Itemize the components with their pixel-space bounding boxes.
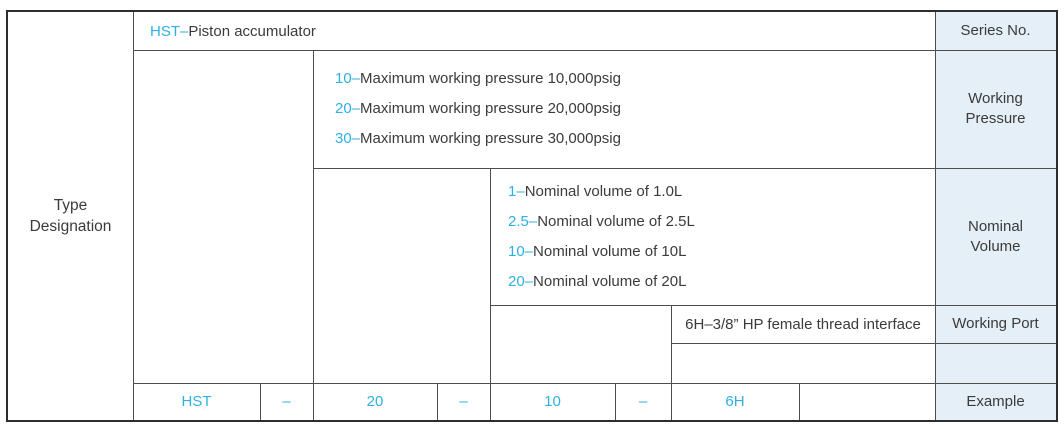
volume-code: 1– <box>508 182 525 200</box>
grid-line <box>799 383 800 420</box>
working-port-option: 6H–3/8” HP female thread interface <box>685 315 921 333</box>
volume-option: 10–Nominal volume of 10L <box>508 237 935 267</box>
grid-line <box>133 50 1056 51</box>
volume-desc: Nominal volume of 20L <box>533 272 687 290</box>
volume-desc: Nominal volume of 2.5L <box>537 212 695 230</box>
example-cell-series: HST <box>181 393 212 410</box>
example-cell-empty <box>799 383 935 420</box>
volume-desc: Nominal volume of 1.0L <box>524 182 683 200</box>
working-pressure-options: 10–Maximum working pressure 10,000psig 2… <box>313 50 935 168</box>
col-header-working-pressure: Working Pressure <box>965 90 1026 127</box>
series-description-cell: HST– Piston accumulator <box>134 12 934 50</box>
grid-line <box>490 305 1056 306</box>
pressure-desc: Maximum working pressure 30,000psig <box>360 130 621 147</box>
grid-line <box>133 383 1056 384</box>
type-designation-line1: Type <box>53 197 88 214</box>
series-desc: Piston accumulator <box>188 22 316 40</box>
example-cell-dash: – <box>459 393 468 410</box>
grid-line <box>133 12 134 420</box>
col-header-series-no: Series No. <box>960 22 1031 39</box>
volume-option: 2.5–Nominal volume of 2.5L <box>508 207 935 237</box>
type-designation-table: Type Designation HST– Piston accumulator … <box>6 10 1058 422</box>
grid-line <box>490 168 491 420</box>
grid-line <box>935 12 936 420</box>
volume-desc: Nominal volume of 10L <box>533 242 687 260</box>
pressure-code: 30– <box>335 130 361 147</box>
volume-option: 1–Nominal volume of 1.0L <box>508 177 935 207</box>
series-code: HST– <box>150 22 189 40</box>
col-header-spacer <box>935 343 1056 383</box>
volume-code: 20– <box>508 272 534 290</box>
pressure-desc: Maximum working pressure 20,000psig <box>360 100 621 117</box>
pressure-code: 20– <box>335 100 361 117</box>
pressure-option: 30–Maximum working pressure 30,000psig <box>335 124 935 154</box>
volume-code: 2.5– <box>508 212 538 230</box>
pressure-code: 10– <box>335 70 361 87</box>
example-cell-dash: – <box>282 393 291 410</box>
example-cell-pressure: 20 <box>366 393 384 410</box>
header-column-background <box>935 12 1056 420</box>
col-header-working-port: Working Port <box>952 315 1039 332</box>
grid-line <box>671 343 1056 344</box>
volume-code: 10– <box>508 242 534 260</box>
grid-line <box>260 383 261 420</box>
example-cell-volume: 10 <box>544 393 561 410</box>
pressure-desc: Maximum working pressure 10,000psig <box>360 70 621 87</box>
example-cell-port: 6H <box>725 393 745 410</box>
col-header-nominal-volume: Nominal Volume <box>967 217 1024 255</box>
grid-line <box>313 50 314 420</box>
grid-line <box>313 168 1056 169</box>
volume-option: 20–Nominal volume of 20L <box>508 267 935 297</box>
nominal-volume-options: 1–Nominal volume of 1.0L 2.5–Nominal vol… <box>490 168 935 305</box>
grid-line <box>671 305 672 420</box>
pressure-option: 10–Maximum working pressure 10,000psig <box>335 64 935 94</box>
type-designation-line2: Designation <box>29 218 112 235</box>
col-header-example: Example <box>966 392 1025 410</box>
example-cell-dash: – <box>638 393 648 410</box>
grid-line <box>615 383 616 420</box>
row-header-type-designation: Type Designation <box>8 12 133 420</box>
grid-line <box>437 383 438 420</box>
pressure-option: 20–Maximum working pressure 20,000psig <box>335 94 935 124</box>
